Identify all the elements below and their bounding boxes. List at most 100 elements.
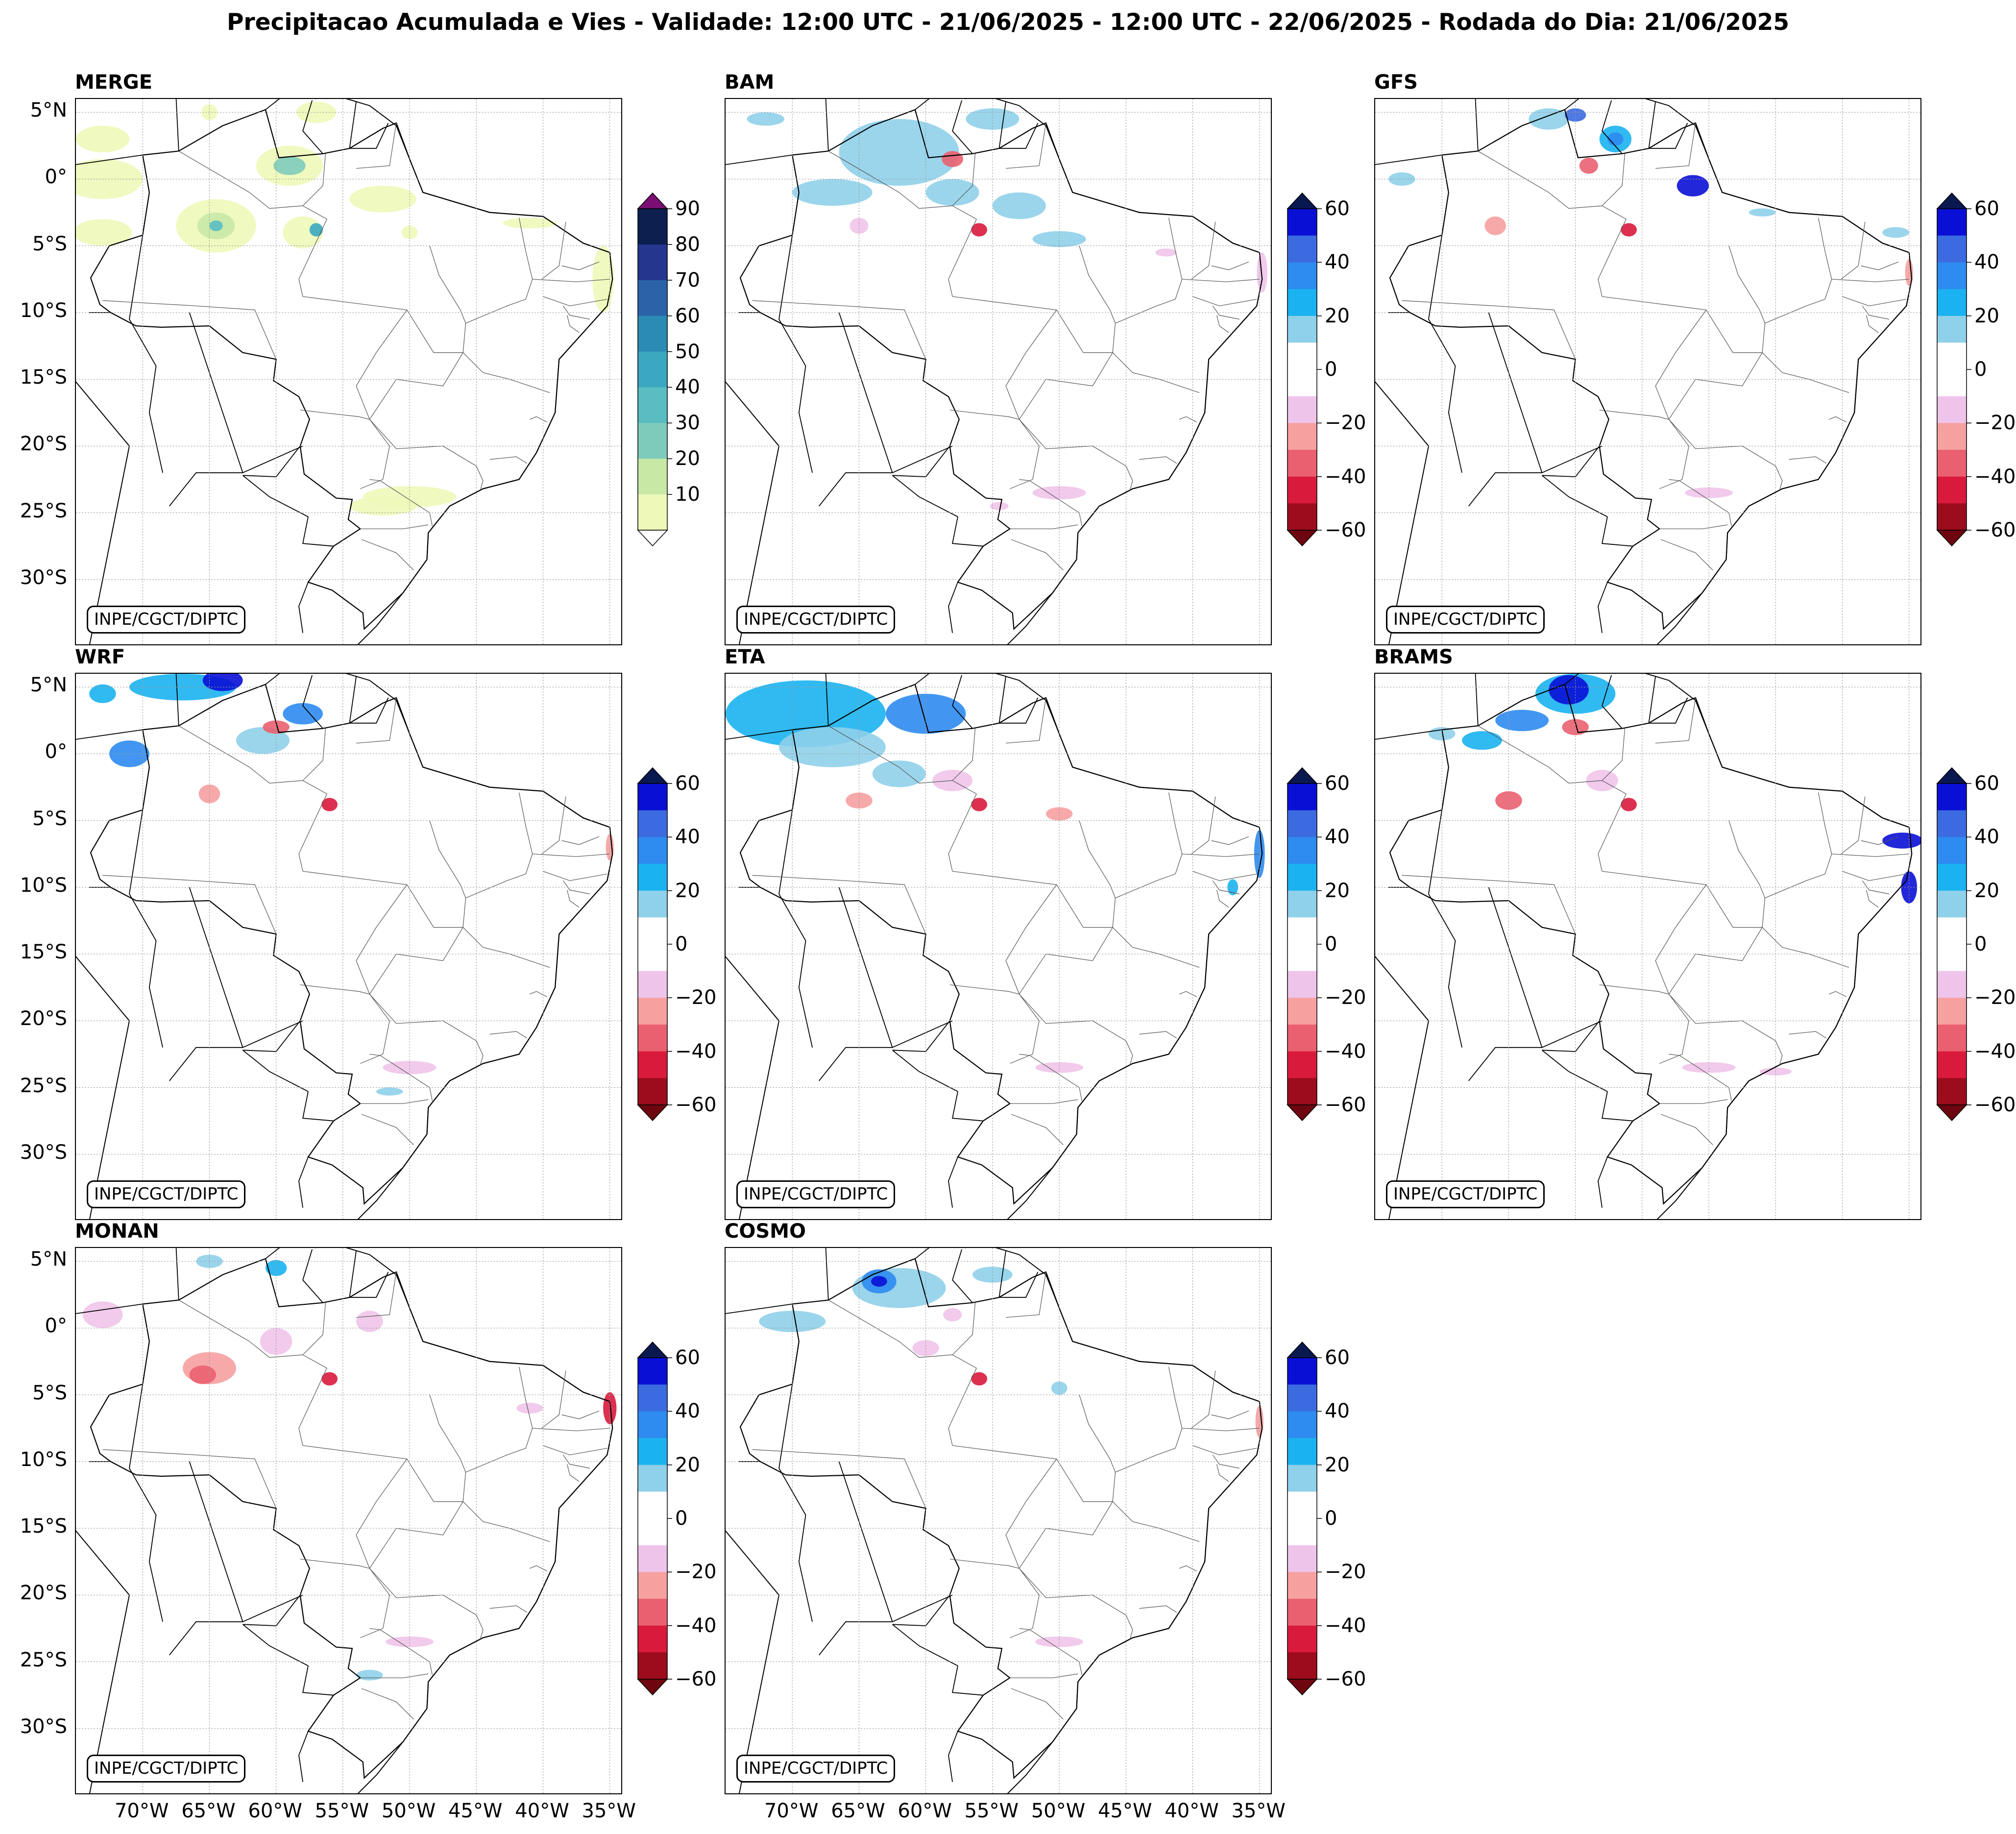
state-border [1019,1053,1082,1101]
precip-area [516,1403,543,1414]
colorbar-tick-label: −60 [1325,1094,1366,1116]
country-border [349,122,389,149]
country-border [169,1621,243,1656]
precip-area [871,1276,887,1287]
state-border [360,524,429,529]
colorbar-swatch [1287,783,1317,811]
map-canvas [726,99,1271,644]
state-border [302,728,326,781]
bam-colorbar: 60 40 20 0 −20 −40 −60 [1287,192,1366,547]
state-border [1192,296,1257,306]
colorbar-swatch [1937,917,1967,945]
map-canvas [726,674,1271,1219]
colorbar-swatch [1937,316,1967,343]
precip-area [1227,879,1239,896]
country-border [952,1091,983,1122]
merge-colorbar: 90 80 70 60 50 40 30 20 10 [637,192,700,547]
country-border [298,582,309,633]
state-border [1659,1099,1728,1104]
state-border [1019,352,1113,449]
colorbar-swatch [1937,423,1967,450]
colorbar-tick-label: 40 [675,826,700,849]
colorbar-swatch [1937,998,1967,1025]
gfs-panel-title: GFS [1374,71,1418,94]
latitude-label: 5°N [30,674,67,697]
credit-label: INPE/CGCT/DIPTC [736,605,896,634]
state-border [302,153,326,206]
state-border [1191,221,1216,280]
precip-area [1549,675,1589,705]
colorbar-extend-min [1936,530,1967,547]
state-border [567,315,580,333]
colorbar-extend-min [1287,530,1318,547]
latitude-label: 5°S [32,1381,67,1404]
eta-colorbar: 60 40 20 0 −20 −40 −60 [1287,767,1366,1122]
colorbar-swatch [1937,503,1967,531]
state-border [442,445,484,490]
colorbar-swatch [1937,1078,1967,1105]
precip-area [321,1372,338,1386]
longitude-label: 50°W [381,1800,436,1822]
state-border [532,1428,610,1431]
state-border [442,1020,484,1065]
colorbar-swatch [1287,423,1317,450]
country-border [818,1047,893,1081]
colorbar-tick-label: 0 [675,1507,688,1530]
longitude-label: 50°W [1031,1800,1086,1822]
country-border [1475,674,1479,726]
colorbar-swatch [1287,1078,1317,1105]
state-border [561,1410,600,1419]
state-border [1079,820,1116,928]
precip-area [265,1260,287,1276]
colorbar-tick-label: −20 [1974,412,2016,435]
colorbar-swatch [1937,262,1967,290]
gfs-colorbar: 60 40 20 0 −20 −40 −60 [1936,192,2016,547]
colorbar-swatch [638,890,667,918]
state-border [1829,991,1846,997]
colorbar-swatch [638,1652,667,1680]
colorbar-tick-label: 10 [675,483,700,506]
colorbar-tick-label: −20 [1325,412,1366,435]
colorbar-tick-label: 90 [675,197,700,220]
credit-label: INPE/CGCT/DIPTC [1386,605,1545,634]
latitude-label: 20°S [20,433,67,456]
longitude-label: 40°W [515,1800,569,1822]
latitude-label: 25°S [20,1074,67,1097]
colorbar-tick-label: 60 [1974,772,1999,795]
state-border [303,871,463,928]
colorbar-tick-label: 30 [675,412,700,435]
precip-area [198,784,220,804]
colorbar-extend-max [1287,767,1318,784]
colorbar-extend-min [1287,1679,1318,1696]
state-border [562,880,590,895]
colorbar-tick-label: 50 [675,340,700,363]
state-border [1762,352,1849,393]
country-border [948,1156,958,1208]
colorbar-swatch [638,1465,667,1492]
precip-area [209,220,223,231]
longitude-label: 60°W [248,1800,302,1822]
state-border [1598,205,1627,297]
state-border [561,836,600,845]
coastline [726,99,1263,644]
colorbar-extend-min [1936,1104,1967,1122]
country-border [1648,101,1656,148]
state-border [369,927,463,1024]
state-border [952,1445,1113,1502]
state-border [1211,1410,1249,1419]
precip-area [260,1328,292,1355]
country-border [302,1249,323,1303]
colorbar-swatch [1287,289,1317,317]
latitude-label: 20°S [20,1007,67,1030]
state-border [1006,1272,1046,1318]
state-border [1211,836,1249,845]
latitude-label: 30°S [20,1715,67,1738]
precip-area [1901,871,1918,904]
colorbar-swatch [1287,1025,1317,1052]
state-border [1655,310,1707,420]
colorbar-swatch [1287,342,1317,370]
state-border [1789,456,1827,464]
state-border [1010,994,1040,1064]
precip-area [966,108,1020,130]
colorbar-tick-label: 60 [675,304,700,327]
